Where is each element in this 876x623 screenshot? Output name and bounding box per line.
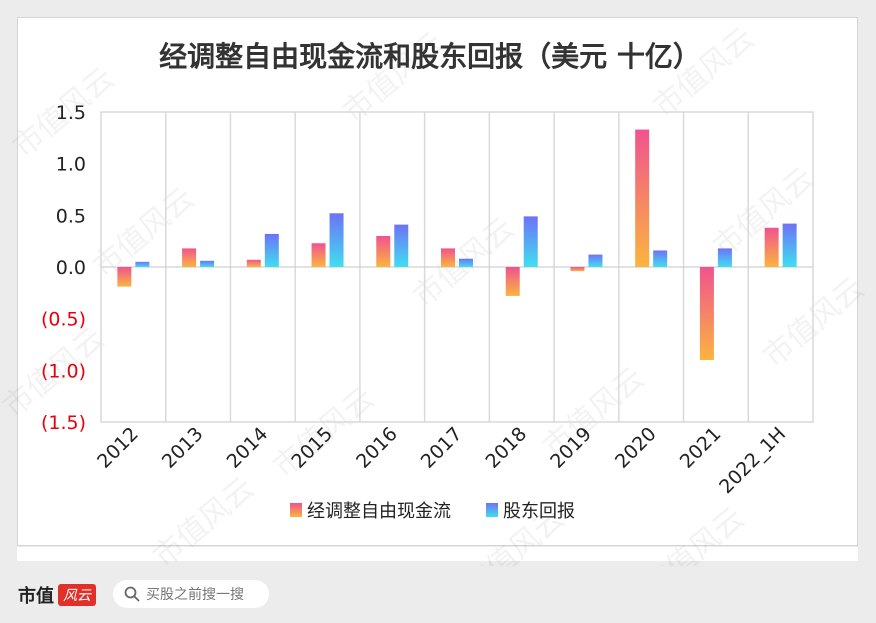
x-tick-label: 2020	[611, 423, 661, 473]
bar-shareholder-return	[459, 258, 473, 267]
bar-shareholder-return	[394, 224, 409, 267]
bar-fcf	[764, 227, 779, 267]
bar-shareholder-return	[523, 216, 538, 267]
bar-fcf	[441, 248, 455, 267]
y-tick-label: 1.0	[56, 154, 86, 176]
legend-swatch	[290, 503, 302, 517]
brand-badge: 风云	[58, 584, 96, 606]
bar-fcf	[505, 267, 520, 296]
footer-bar: 市值 风云 买股之前搜一搜	[0, 566, 876, 623]
brand-logo[interactable]: 市值 风云	[18, 582, 96, 608]
bar-shareholder-return	[782, 223, 797, 267]
legend-item-fcf: 经调整自由现金流	[307, 501, 451, 522]
legend: 经调整自由现金流 股东回报	[290, 501, 575, 522]
x-tick-label: 2014	[223, 423, 273, 473]
search-placeholder: 买股之前搜一搜	[146, 587, 244, 603]
x-tick-label: 2016	[352, 423, 402, 473]
x-tick-label: 2021	[676, 423, 726, 473]
bar-shareholder-return	[264, 233, 279, 267]
y-tick-label: 1.5	[56, 102, 86, 124]
watermark-text: 市值风云	[147, 471, 261, 566]
watermark-text: 市值风云	[87, 181, 201, 285]
x-tick-label: 2018	[482, 423, 532, 473]
bar-fcf	[117, 267, 132, 287]
chart-card	[17, 17, 858, 546]
card-bottom-strip	[17, 547, 858, 561]
bar-fcf	[246, 259, 261, 267]
bar-shareholder-return	[200, 260, 215, 267]
x-tick-label: 2013	[158, 423, 208, 473]
x-tick-label: 2017	[417, 423, 467, 473]
brand-name: 市值	[18, 586, 54, 607]
bar-shareholder-return	[717, 248, 732, 267]
x-tick-label: 2012	[93, 423, 143, 473]
y-tick-label: 0.0	[56, 257, 86, 279]
y-tick-label: (1.5)	[41, 412, 86, 434]
bar-fcf	[311, 243, 326, 267]
legend-swatch	[486, 503, 498, 517]
bar-shareholder-return	[329, 213, 344, 267]
bar-shareholder-return	[135, 261, 150, 267]
y-tick-label: (1.0)	[41, 360, 86, 382]
bar-fcf	[570, 267, 585, 272]
chart-title: 经调整自由现金流和股东回报（美元 十亿）	[159, 40, 701, 73]
search-icon	[124, 586, 140, 602]
y-tick-label: (0.5)	[41, 309, 86, 331]
bar-fcf	[376, 236, 391, 267]
legend-item-shareholder-return: 股东回报	[503, 501, 575, 522]
y-tick-label: 0.5	[56, 205, 86, 227]
x-tick-label: 2022_1H	[715, 423, 790, 498]
watermark-text: 市值风云	[637, 501, 751, 566]
watermark-text: 市值风云	[757, 271, 871, 375]
bar-fcf	[635, 129, 650, 267]
bar-shareholder-return	[588, 254, 603, 267]
bar-shareholder-return	[653, 250, 668, 267]
bar-fcf	[699, 267, 714, 360]
search-box[interactable]: 买股之前搜一搜	[113, 580, 269, 608]
bar-fcf	[182, 248, 197, 267]
